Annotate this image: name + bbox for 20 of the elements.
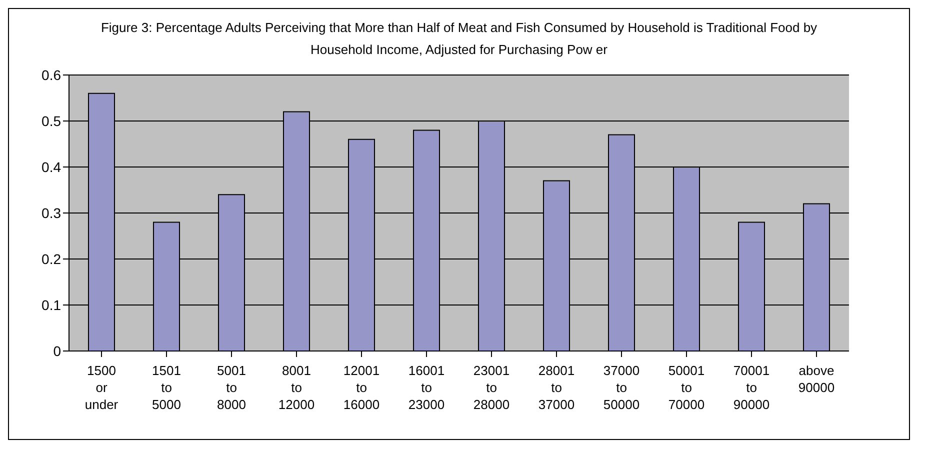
x-tick-label: 28001 to 37000	[538, 363, 575, 412]
y-tick-label: 0.2	[42, 250, 62, 267]
y-tick-label: 0.3	[42, 204, 62, 221]
x-tick-label: 1501 to 5000	[152, 363, 181, 412]
x-tick-label: 23001 to 28000	[473, 363, 510, 412]
x-tick-label: 70001 to 90000	[733, 363, 770, 412]
y-tick-label: 0.5	[42, 112, 62, 129]
y-tick-label: 0.4	[42, 158, 62, 175]
x-tick-label: 16001 to 23000	[408, 363, 445, 412]
x-tick-label: 12001 to 16000	[343, 363, 380, 412]
y-tick-label: 0.1	[42, 296, 62, 313]
x-tick-label: 37000 to 50000	[603, 363, 640, 412]
x-tick-label: above 90000	[798, 363, 835, 395]
y-tick-label: 0.6	[42, 66, 62, 83]
y-tick-label: 0	[53, 342, 62, 359]
x-tick-label: 8001 to 12000	[278, 363, 315, 412]
x-tick-label: 50001 to 70000	[668, 363, 705, 412]
x-tick-label: 1500 or under	[84, 363, 119, 412]
x-tick-label: 5001 to 8000	[217, 363, 246, 412]
chart-title: Figure 3: Percentage Adults Perceiving that More than Half of Meat and Fish Consumed by Household is Traditional Food by Household Income, Adjusted for Purchasing Pow er	[100, 19, 818, 59]
